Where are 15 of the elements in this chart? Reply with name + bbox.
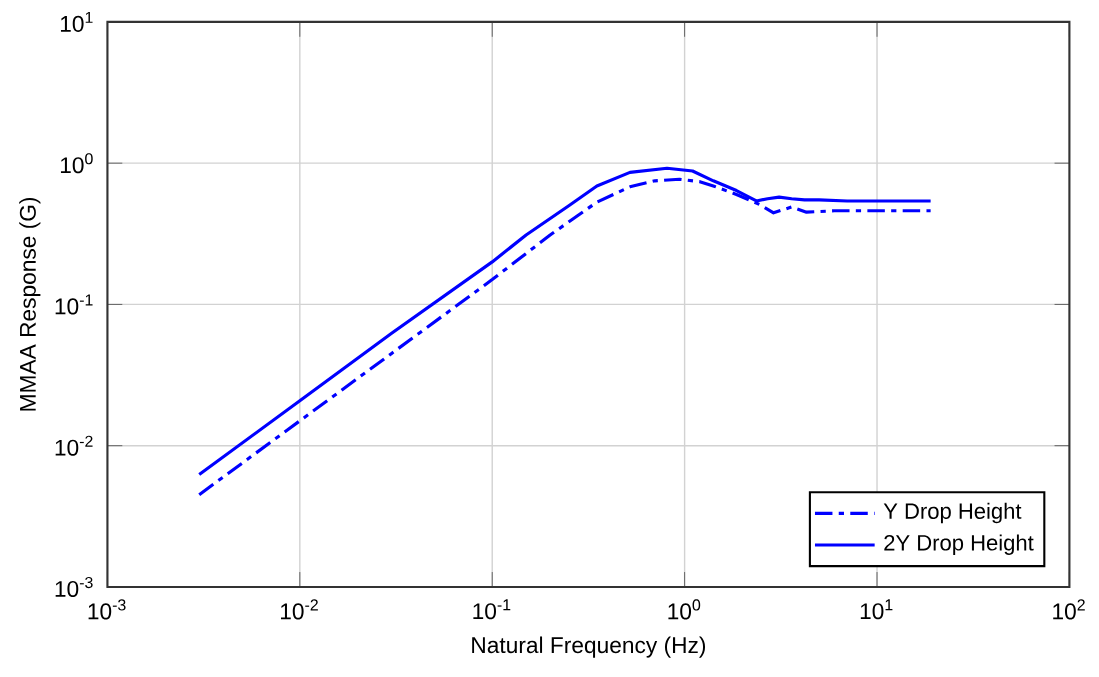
y-tick-label: 10$^{-3}$ [55,576,93,597]
x-tick-label: 10$^{2}$ [1053,599,1085,620]
x-tick-label: 10$^{0}$ [668,599,701,620]
x-tick-label: 10$^{-3}$ [88,599,126,620]
y-tick-label: 10$^{-1}$ [55,294,93,315]
legend-label: Y Drop Height [883,502,1022,524]
y-axis-title: MMAA Response (G) [19,197,41,411]
x-axis-title: Natural Frequency (Hz) [472,636,706,658]
legend-label: 2Y Drop Height [884,534,1034,555]
y-tick-label: 10$^{0}$ [60,152,93,173]
x-tick-label: 10$^{-1}$ [473,599,511,620]
x-tick-label: 10$^{1}$ [860,599,893,620]
x-tick-label: 10$^{-2}$ [281,599,318,620]
y-tick-label: 10$^{-2}$ [55,435,93,456]
y-tick-label: 10$^{1}$ [60,11,93,32]
